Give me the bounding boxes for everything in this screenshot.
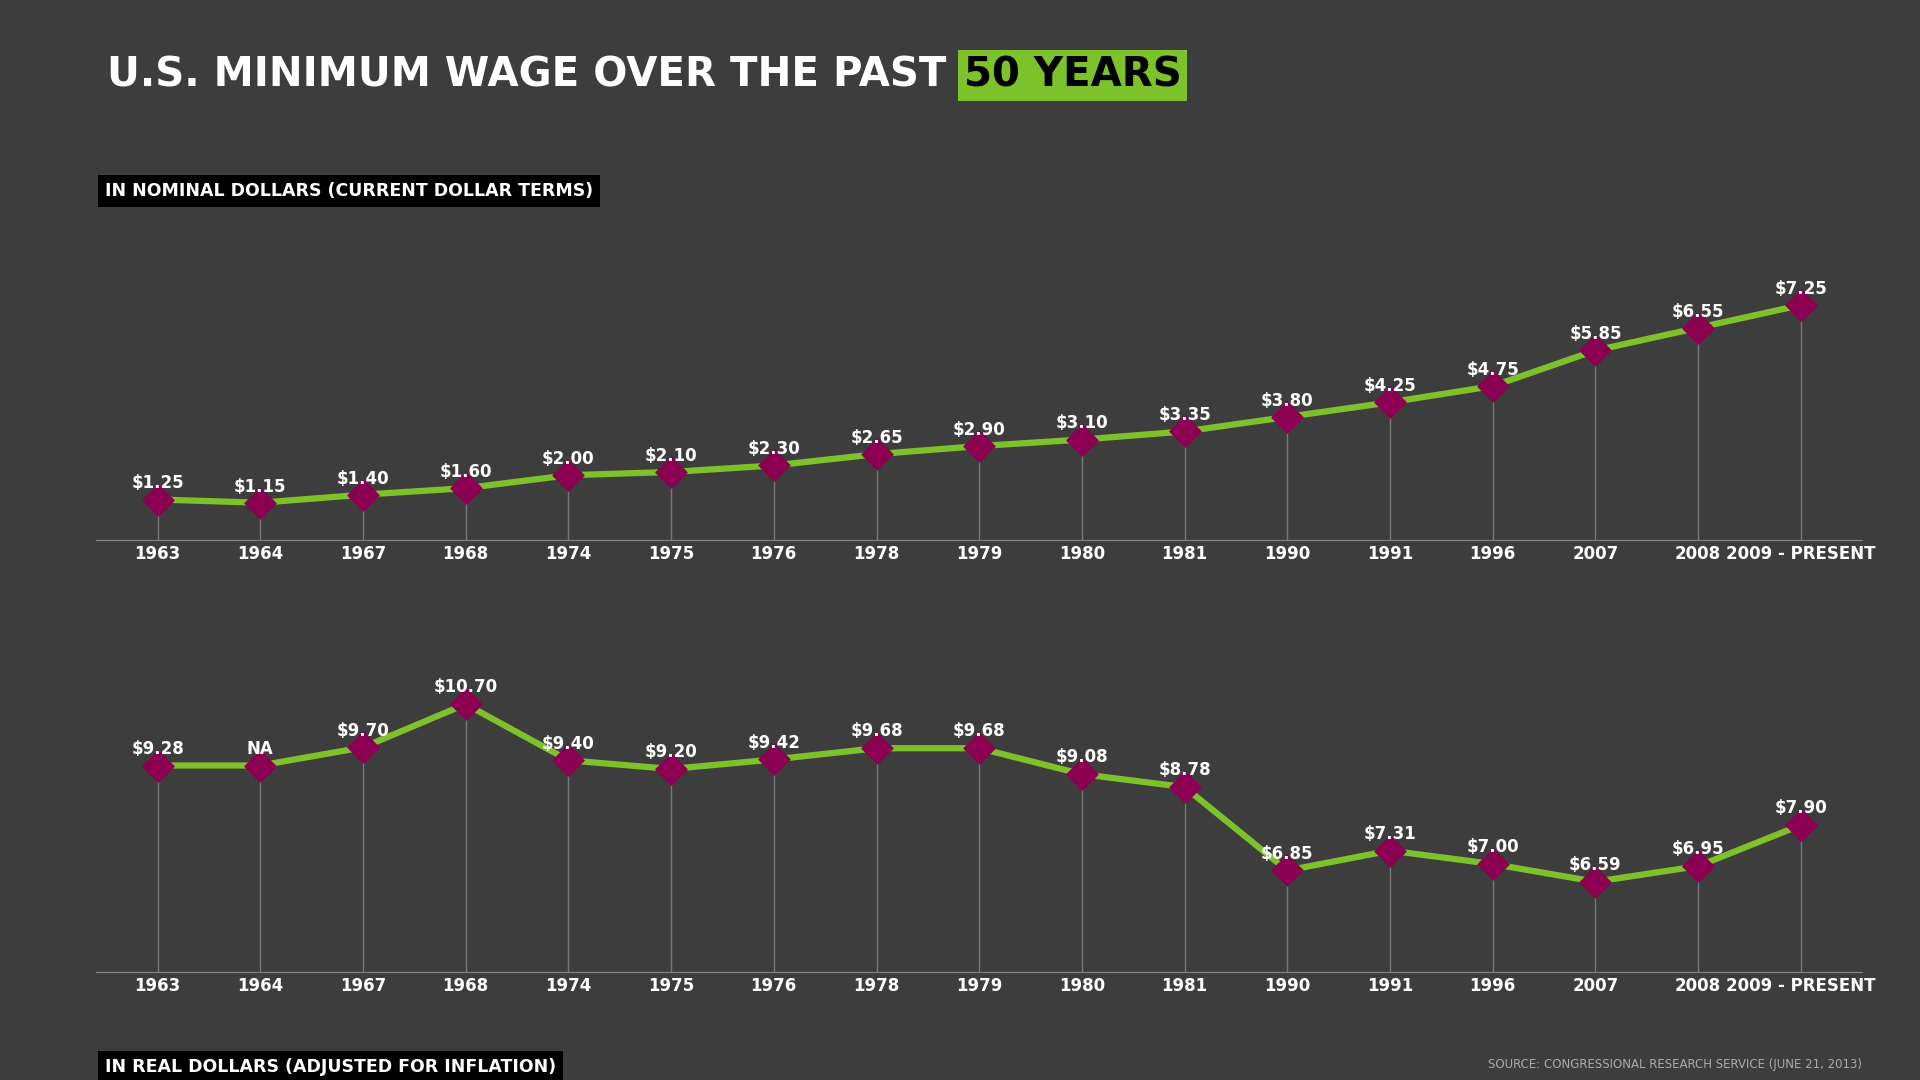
Text: $4.75: $4.75 — [1467, 361, 1519, 379]
Text: $7.00: $7.00 — [1467, 838, 1519, 856]
Text: $2.30: $2.30 — [747, 441, 801, 458]
Text: $2.90: $2.90 — [952, 421, 1006, 438]
Text: IN REAL DOLLARS (ADJUSTED FOR INFLATION): IN REAL DOLLARS (ADJUSTED FOR INFLATION) — [106, 1057, 557, 1076]
Point — [1786, 296, 1816, 313]
Text: U.S. MINIMUM WAGE OVER THE PAST: U.S. MINIMUM WAGE OVER THE PAST — [108, 55, 960, 96]
Text: SOURCE: U.S. DEPARTMENT OF LABOR: SOURCE: U.S. DEPARTMENT OF LABOR — [1638, 610, 1862, 623]
Point — [1375, 394, 1405, 411]
Point — [1682, 320, 1713, 337]
Text: $7.90: $7.90 — [1774, 799, 1828, 818]
Point — [1580, 341, 1611, 359]
Text: $1.40: $1.40 — [336, 470, 390, 487]
Text: 50 YEARS: 50 YEARS — [964, 55, 1181, 96]
Point — [1682, 858, 1713, 875]
Text: $2.65: $2.65 — [851, 429, 902, 447]
Point — [553, 752, 584, 769]
Text: $9.68: $9.68 — [952, 723, 1006, 741]
Text: $9.70: $9.70 — [336, 721, 390, 740]
Text: $3.10: $3.10 — [1056, 415, 1108, 432]
Point — [451, 480, 482, 497]
Point — [964, 437, 995, 455]
Text: $2.10: $2.10 — [645, 447, 697, 464]
Text: $8.78: $8.78 — [1158, 761, 1212, 780]
Point — [142, 757, 173, 774]
Text: $7.31: $7.31 — [1363, 825, 1417, 842]
Point — [1271, 862, 1302, 879]
Text: $5.85: $5.85 — [1569, 325, 1622, 343]
Point — [246, 495, 276, 512]
Text: $2.00: $2.00 — [541, 450, 595, 468]
Point — [142, 490, 173, 509]
Text: SOURCE: CONGRESSIONAL RESEARCH SERVICE (JUNE 21, 2013): SOURCE: CONGRESSIONAL RESEARCH SERVICE (… — [1488, 1057, 1862, 1070]
Text: $1.25: $1.25 — [131, 474, 184, 492]
Text: $1.60: $1.60 — [440, 463, 492, 481]
Point — [1375, 842, 1405, 860]
Text: $6.85: $6.85 — [1261, 845, 1313, 863]
Point — [657, 760, 687, 778]
Point — [1786, 816, 1816, 834]
Point — [1169, 779, 1200, 796]
Point — [348, 486, 378, 503]
Text: $9.42: $9.42 — [747, 733, 801, 752]
Point — [1476, 378, 1507, 395]
Text: $6.55: $6.55 — [1672, 302, 1724, 321]
Point — [348, 739, 378, 756]
Point — [451, 696, 482, 713]
Point — [1066, 766, 1096, 783]
Point — [1476, 855, 1507, 873]
Text: $3.35: $3.35 — [1158, 406, 1212, 424]
Point — [1066, 431, 1096, 448]
Text: $6.59: $6.59 — [1569, 856, 1622, 874]
Point — [758, 751, 789, 768]
Point — [657, 463, 687, 481]
Text: $1.15: $1.15 — [234, 477, 286, 496]
Point — [246, 757, 276, 774]
Point — [1169, 422, 1200, 441]
Text: $3.80: $3.80 — [1261, 392, 1313, 409]
Text: $9.68: $9.68 — [851, 723, 902, 741]
Text: $9.20: $9.20 — [645, 743, 697, 761]
Point — [1271, 408, 1302, 426]
Point — [1580, 873, 1611, 890]
Text: IN NOMINAL DOLLARS (CURRENT DOLLAR TERMS): IN NOMINAL DOLLARS (CURRENT DOLLAR TERMS… — [106, 183, 593, 200]
Text: $9.08: $9.08 — [1056, 748, 1108, 767]
Text: $9.40: $9.40 — [541, 734, 595, 753]
Text: $10.70: $10.70 — [434, 678, 497, 697]
Point — [964, 740, 995, 757]
Point — [758, 457, 789, 474]
Text: $4.25: $4.25 — [1363, 377, 1417, 395]
Point — [553, 467, 584, 484]
Text: $6.95: $6.95 — [1672, 840, 1724, 859]
Point — [862, 445, 893, 462]
Text: $7.25: $7.25 — [1774, 280, 1828, 298]
Text: NA: NA — [248, 740, 275, 758]
Point — [862, 740, 893, 757]
Text: $9.28: $9.28 — [131, 740, 184, 758]
